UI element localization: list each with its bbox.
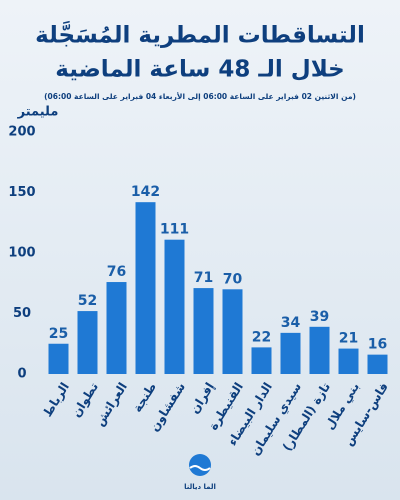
bar xyxy=(367,354,388,374)
data-label: 21 xyxy=(339,331,358,347)
y-axis-label: مليمتر xyxy=(17,105,59,120)
data-label: 76 xyxy=(107,264,126,280)
bar xyxy=(338,348,359,374)
bar xyxy=(280,332,301,374)
data-label: 52 xyxy=(78,293,97,309)
y-tick-label: 0 xyxy=(17,367,26,382)
logo-text: الما ديالنا xyxy=(184,483,216,491)
bar xyxy=(193,288,214,374)
data-label: 22 xyxy=(252,329,271,345)
chart-subtitle: (من الاثنين 02 فبراير على الساعة 06:00 إ… xyxy=(44,92,356,101)
logo-wave xyxy=(189,465,211,471)
data-label: 39 xyxy=(310,309,329,325)
bar xyxy=(164,239,185,374)
chart-title: التساقطات المطرية المُسَجَّلة xyxy=(35,21,365,49)
data-label: 16 xyxy=(368,337,387,353)
bar xyxy=(135,202,156,374)
logo: الما ديالنا xyxy=(184,454,216,491)
y-tick-label: 50 xyxy=(13,306,31,321)
data-label: 70 xyxy=(223,271,243,287)
y-tick-label: 200 xyxy=(8,125,35,140)
data-label: 25 xyxy=(49,326,68,342)
bar xyxy=(48,343,69,374)
data-label: 34 xyxy=(281,315,301,331)
chart-title-line2: خلال الـ 48 ساعة الماضية xyxy=(55,57,345,83)
bar xyxy=(77,311,98,374)
bar xyxy=(251,347,272,374)
data-label: 111 xyxy=(160,222,189,238)
data-label: 71 xyxy=(194,270,213,286)
y-tick-label: 100 xyxy=(8,246,35,261)
bar xyxy=(309,326,330,374)
bar xyxy=(222,289,243,374)
logo-icon xyxy=(189,454,211,476)
y-tick-label: 150 xyxy=(8,185,35,200)
bar xyxy=(106,282,127,374)
data-label: 142 xyxy=(131,184,160,200)
